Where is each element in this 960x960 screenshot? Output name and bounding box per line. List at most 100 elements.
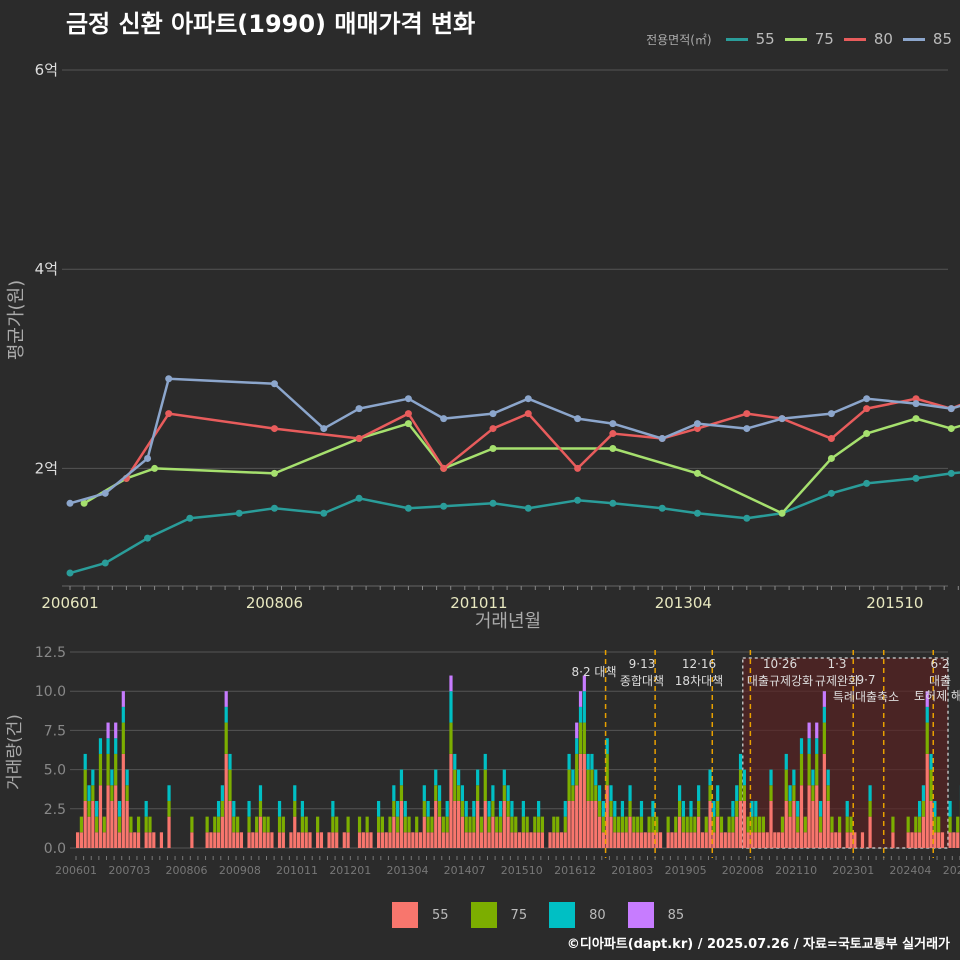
bar-75 — [316, 816, 320, 833]
bar-75 — [838, 816, 842, 833]
bar-75 — [365, 816, 369, 833]
bar-55 — [255, 832, 259, 848]
bar-55 — [571, 800, 575, 848]
bar-55 — [380, 832, 384, 848]
bar-75 — [769, 785, 773, 801]
bar-55 — [487, 832, 491, 848]
bar-legend-swatch-75 — [470, 902, 497, 928]
bar-75 — [815, 753, 819, 786]
bar-80 — [716, 785, 720, 801]
top-legend: 전용면적(㎡) 55 75 80 85 — [646, 30, 952, 48]
bar-75 — [449, 722, 453, 754]
bar-80 — [689, 800, 693, 817]
bar-80 — [83, 753, 87, 770]
bar-55 — [860, 832, 865, 848]
bar-55 — [704, 832, 708, 848]
top-y-tick-label: 4억 — [35, 260, 58, 278]
bar-80 — [799, 738, 804, 754]
bar-55 — [411, 832, 415, 848]
bar-55 — [708, 800, 712, 848]
bar-55 — [578, 753, 583, 848]
bar-55 — [834, 832, 838, 848]
bar-75 — [479, 816, 484, 833]
bottom-x-tick-label: 202506 — [943, 864, 960, 877]
bar-55 — [681, 832, 685, 848]
bar-55 — [388, 832, 392, 848]
bottom-x-tick-label: 201803 — [611, 864, 653, 877]
bar-55 — [476, 800, 480, 848]
bar-55 — [773, 832, 777, 848]
bar-75 — [948, 816, 952, 833]
data-point-85 — [693, 420, 701, 428]
bar-75 — [396, 816, 400, 833]
bar-80 — [563, 800, 567, 817]
bar-55 — [224, 753, 228, 848]
data-point-75 — [80, 499, 88, 507]
data-point-75 — [270, 469, 278, 477]
bar-75 — [636, 816, 640, 833]
bar-80 — [613, 800, 617, 817]
bar-55 — [453, 800, 457, 848]
bar-80 — [144, 800, 148, 817]
bar-55 — [849, 832, 853, 848]
bottom-x-tick-label: 201011 — [276, 864, 318, 877]
policy-label: 6·2 — [930, 657, 949, 671]
bar-55 — [117, 832, 122, 848]
bar-75 — [845, 816, 849, 833]
bar-55 — [121, 753, 125, 848]
data-point-75 — [863, 430, 871, 438]
bar-55 — [666, 832, 670, 848]
bar-55 — [559, 832, 564, 848]
bar-55 — [868, 816, 872, 848]
bar-55 — [266, 832, 270, 848]
bar-55 — [258, 816, 263, 848]
bar-75 — [937, 816, 941, 833]
bottom-y-tick-label: 2.5 — [44, 802, 66, 818]
bar-75 — [437, 800, 442, 817]
legend-item-55: 55 — [725, 30, 775, 48]
data-point-80 — [165, 410, 173, 418]
data-point-85 — [66, 499, 74, 507]
bar-80 — [491, 785, 495, 801]
data-point-55 — [912, 474, 920, 482]
bar-80 — [601, 800, 605, 817]
bar-75 — [735, 800, 739, 817]
policy-label: 대출 — [929, 674, 951, 688]
bar-55 — [277, 832, 282, 848]
bar-55 — [685, 832, 689, 848]
bar-55 — [925, 753, 929, 848]
bar-75 — [506, 800, 510, 817]
bar-75 — [906, 816, 910, 833]
bar-55 — [293, 816, 297, 848]
legend-swatch-85 — [902, 37, 925, 41]
bar-75 — [731, 816, 735, 833]
bar-55 — [228, 800, 232, 848]
bar-55 — [738, 800, 743, 848]
bar-55 — [144, 832, 148, 848]
bar-55 — [384, 832, 388, 848]
bar-75 — [617, 816, 621, 833]
data-point-85 — [101, 489, 109, 497]
bar-75 — [754, 816, 758, 833]
bar-75 — [697, 800, 701, 817]
bar-85 — [114, 722, 118, 739]
bar-55 — [533, 832, 537, 848]
bar-55 — [700, 832, 705, 848]
chart-title: 금정 신환 아파트(1990) 매매가격 변화 — [66, 10, 476, 38]
bar-55 — [746, 832, 750, 848]
bar-75 — [266, 816, 270, 833]
bar-75 — [704, 816, 708, 833]
bar-75 — [590, 769, 594, 801]
bar-85 — [815, 722, 819, 739]
bar-55 — [556, 832, 560, 848]
bar-75 — [666, 816, 670, 833]
bottom-y-tick-label: 12.5 — [35, 645, 66, 661]
policy-label: 규제완화 — [815, 674, 859, 688]
bar-85 — [925, 691, 929, 707]
legend-label-80: 80 — [873, 30, 893, 48]
bar-55 — [491, 816, 495, 848]
bar-80 — [502, 769, 506, 786]
bar-80 — [300, 800, 304, 817]
bar-75 — [376, 816, 381, 833]
